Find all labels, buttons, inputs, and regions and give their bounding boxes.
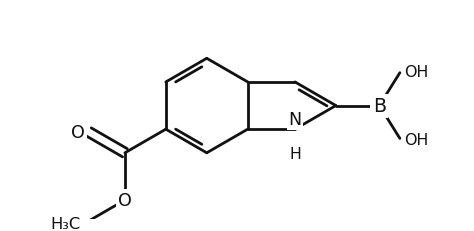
Text: H₃C: H₃C (50, 216, 80, 231)
Text: O: O (71, 124, 85, 141)
Text: B: B (373, 97, 386, 116)
Text: H: H (290, 146, 302, 161)
Text: OH: OH (404, 132, 428, 147)
Text: N: N (288, 111, 301, 129)
Text: O: O (118, 191, 132, 209)
Text: OH: OH (404, 65, 428, 80)
